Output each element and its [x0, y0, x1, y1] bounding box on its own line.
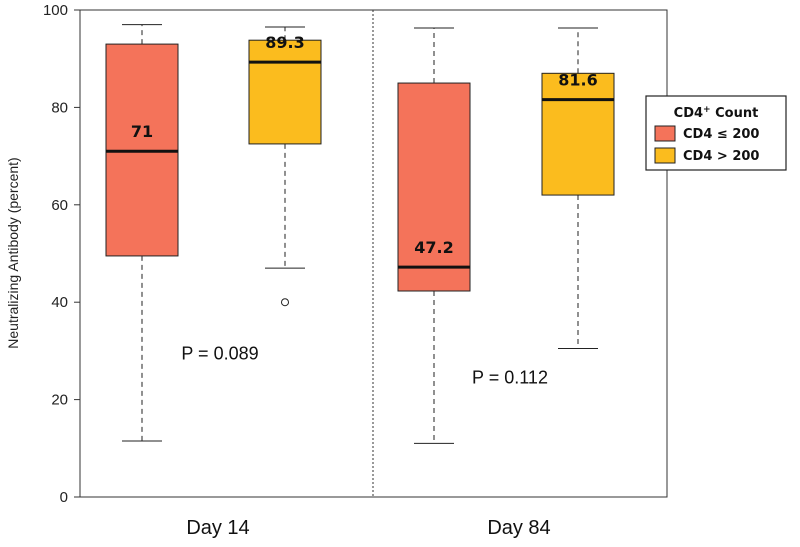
outlier-point: [281, 298, 289, 307]
y-axis: 0 20 40 60 80 100: [43, 2, 80, 506]
legend-swatch: [654, 147, 676, 164]
group-labels: Day 14 Day 84: [186, 517, 550, 539]
p-value-annotation: P = 0.112: [472, 368, 548, 388]
y-tick-label: 20: [51, 392, 68, 409]
legend-title: CD4+ Count: [674, 105, 759, 121]
box-iqr: [248, 39, 322, 145]
box-4: 81.6: [541, 27, 615, 349]
legend-title-superscript: +: [703, 105, 711, 115]
median-label: 89.3: [265, 33, 304, 52]
legend-entry-label: CD4 > 200: [683, 149, 759, 164]
y-tick-label: 40: [51, 294, 68, 311]
group-label: Day 84: [487, 517, 550, 539]
legend-title-main: CD4: [674, 106, 703, 121]
box-2: 89.3: [248, 26, 322, 307]
median-label: 71: [131, 122, 153, 141]
p-value-annotation: P = 0.089: [181, 343, 258, 363]
legend-swatch: [654, 125, 676, 142]
legend-entry-label: CD4 ≤ 200: [683, 127, 759, 142]
legend-title-rest: Count: [711, 106, 759, 121]
box-3: 47.2: [397, 27, 471, 444]
y-tick-label: 100: [43, 2, 68, 19]
box-1: 71: [105, 24, 179, 442]
box-iqr: [541, 72, 615, 196]
median-label: 81.6: [558, 71, 597, 90]
y-tick-label: 0: [60, 489, 68, 506]
median-label: 47.2: [414, 238, 453, 257]
legend: CD4+ Count CD4 ≤ 200 CD4 > 200: [645, 95, 787, 171]
y-tick-label: 80: [51, 99, 68, 116]
boxes: 71 89.3 47.2 81.6: [105, 24, 615, 444]
y-tick-label: 60: [51, 197, 68, 214]
annotations: P = 0.089 P = 0.112: [181, 343, 548, 387]
group-label: Day 14: [186, 517, 249, 539]
box-iqr: [397, 82, 471, 292]
y-axis-label: Neutralizing Antibody (percent): [5, 157, 21, 348]
